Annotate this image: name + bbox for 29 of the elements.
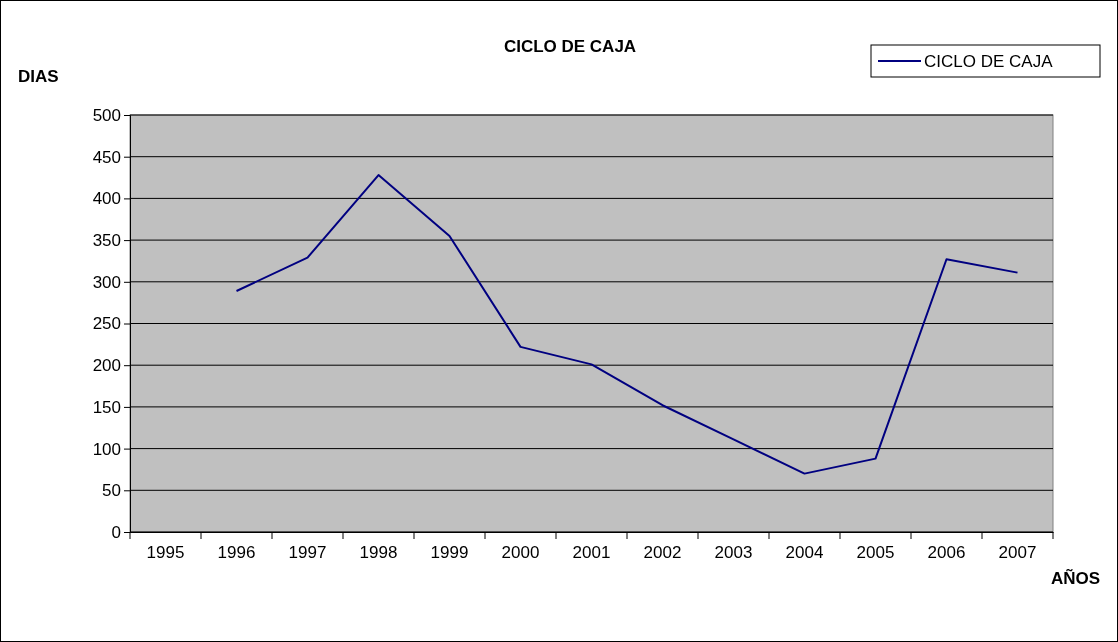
y-tick-label: 400 [92, 189, 121, 209]
x-tick-label: 1996 [217, 543, 256, 563]
x-tick-label: 2003 [714, 543, 753, 563]
y-tick-label: 200 [92, 356, 121, 376]
x-tick-label: 1999 [430, 543, 469, 563]
x-tick-label: 2000 [501, 543, 540, 563]
y-tick-label: 450 [92, 147, 121, 167]
y-tick-label: 100 [92, 439, 121, 459]
x-axis-title: AÑOS [1050, 568, 1100, 588]
y-tick-label: 500 [92, 105, 121, 125]
y-tick-label: 150 [92, 397, 121, 417]
x-tick-label: 2004 [785, 543, 824, 563]
y-axis-title: DIAS [18, 67, 59, 86]
x-tick-label: 2006 [927, 543, 966, 563]
y-tick-label: 250 [92, 314, 121, 334]
y-tick-label: 0 [111, 522, 121, 542]
x-tick-label: 1997 [288, 543, 327, 563]
x-tick-label: 2002 [643, 543, 682, 563]
x-tick-label: 2005 [856, 543, 895, 563]
x-tick-label: 2007 [998, 543, 1037, 563]
x-tick-label: 2001 [572, 543, 611, 563]
legend-label: CICLO DE CAJA [924, 52, 1054, 71]
x-tick-label: 1995 [146, 543, 185, 563]
x-tick-label: 1998 [359, 543, 398, 563]
chart-title: CICLO DE CAJA [503, 37, 637, 56]
y-tick-label: 50 [102, 481, 121, 501]
y-tick-label: 350 [92, 231, 121, 251]
y-tick-label: 300 [92, 272, 121, 292]
line-series [235, 174, 1019, 475]
